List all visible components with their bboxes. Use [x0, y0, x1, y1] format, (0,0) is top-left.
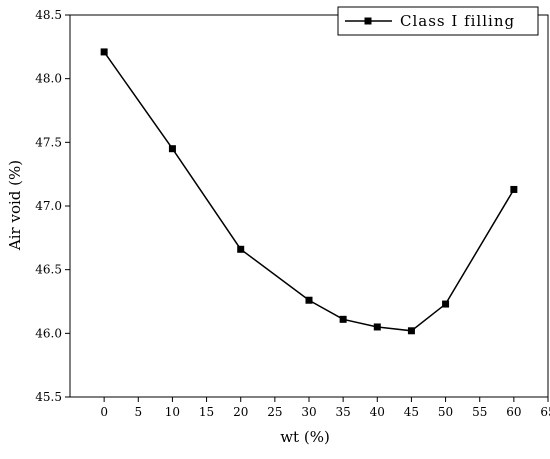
y-tick-label: 47.5	[35, 135, 62, 149]
x-axis-title: wt (%)	[280, 428, 330, 446]
series-layer	[100, 48, 518, 335]
y-tick-label: 45.5	[35, 390, 62, 404]
x-tick-label: 55	[472, 405, 487, 419]
y-tick-label: 46.0	[35, 326, 62, 340]
x-tick-label: 50	[438, 405, 453, 419]
data-point	[373, 323, 381, 331]
y-axis: 45.5 46.0 46.5 47.0 47.5 48.0 48.5	[35, 8, 70, 404]
y-tick-label: 46.5	[35, 263, 62, 277]
x-tick-label: 20	[233, 405, 248, 419]
plot-frame	[69, 14, 549, 398]
x-axis: 0 5 10 15 20 25 30 35 40 45 50 55 60 65	[100, 397, 550, 419]
data-point	[100, 48, 108, 56]
x-tick-label: 5	[134, 405, 142, 419]
x-tick-label: 10	[165, 405, 180, 419]
x-tick-label: 30	[301, 405, 316, 419]
y-tick-label: 47.0	[35, 199, 62, 213]
legend-marker-square	[364, 17, 372, 25]
data-point	[510, 185, 518, 193]
series-line	[103, 51, 515, 332]
x-tick-label: 65	[540, 405, 550, 419]
data-point	[442, 300, 450, 308]
x-tick-label: 0	[100, 405, 108, 419]
y-tick-label: 48.5	[35, 8, 62, 22]
x-tick-label: 60	[506, 405, 521, 419]
x-tick-label: 15	[199, 405, 214, 419]
data-point	[305, 296, 313, 304]
legend: Class I filling	[337, 6, 539, 36]
data-point	[407, 327, 415, 335]
y-tick-label: 48.0	[35, 72, 62, 86]
data-point	[339, 315, 347, 323]
x-tick-label: 45	[404, 405, 419, 419]
x-tick-label: 35	[336, 405, 351, 419]
legend-label: Class I filling	[400, 12, 515, 30]
data-point	[168, 145, 176, 153]
data-point	[237, 245, 245, 253]
x-tick-label: 40	[370, 405, 385, 419]
y-axis-title: Air void (%)	[6, 160, 24, 251]
x-tick-label: 25	[267, 405, 282, 419]
